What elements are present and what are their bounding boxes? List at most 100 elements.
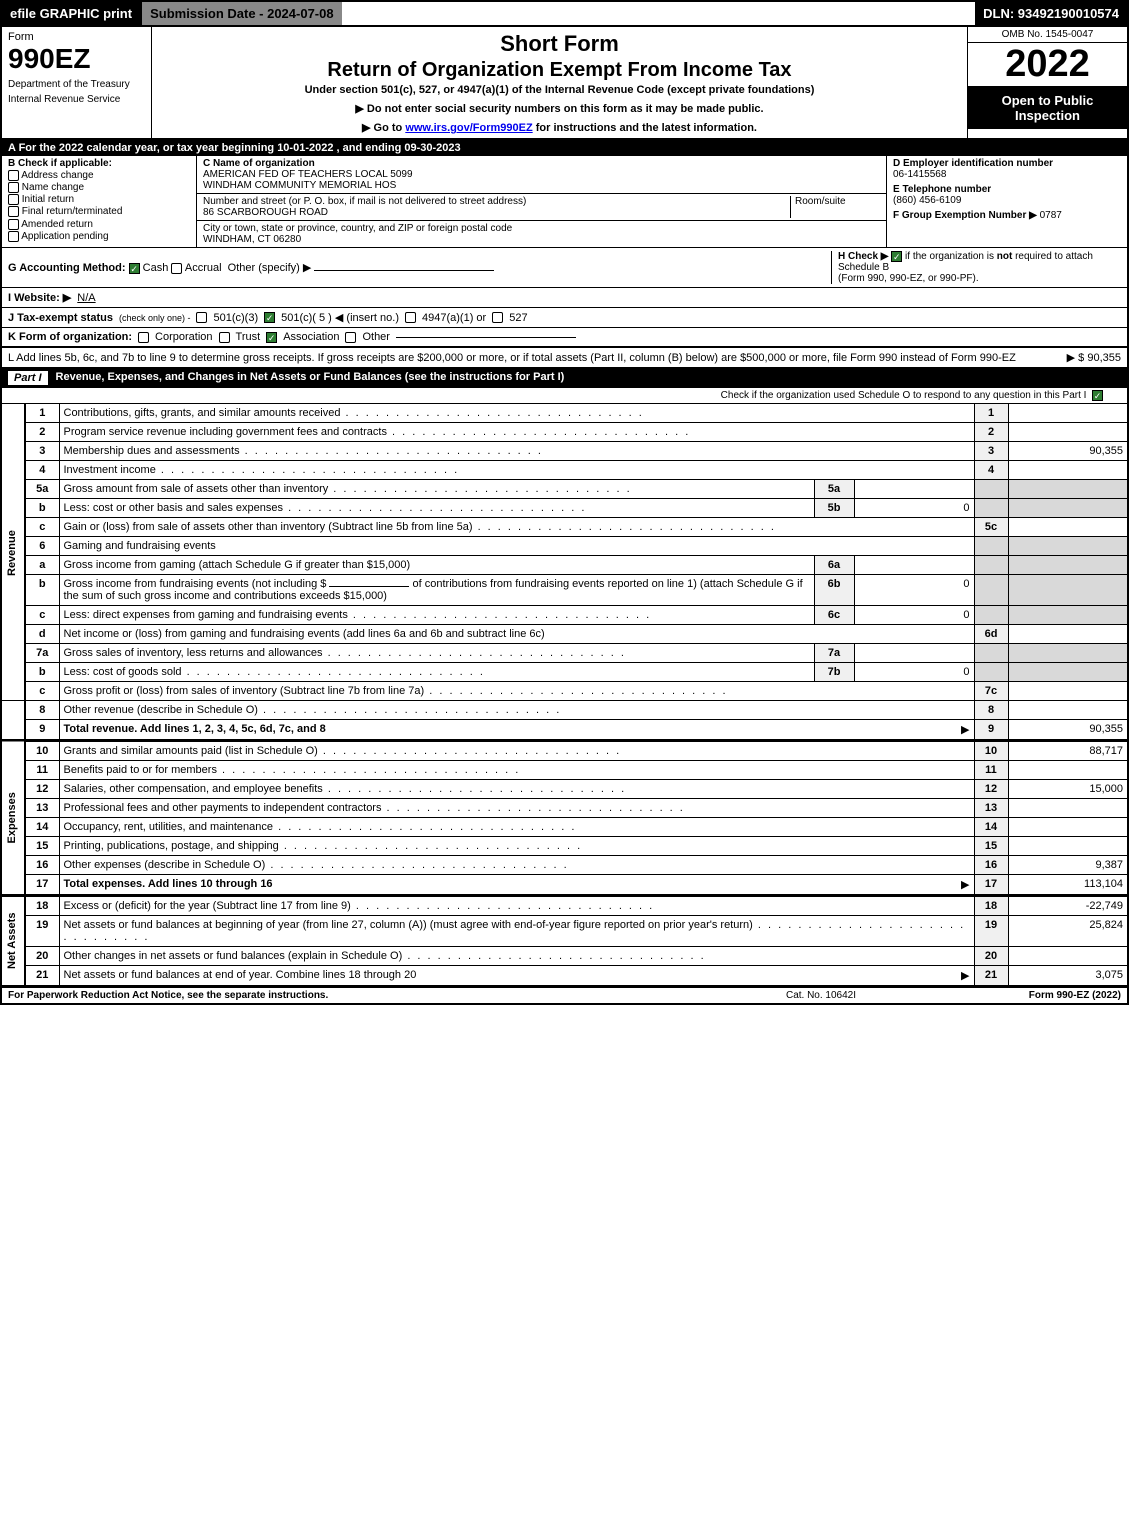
amount <box>1008 404 1128 423</box>
footer-formref: Form 990-EZ (2022) <box>921 990 1121 1001</box>
line-num: 18 <box>974 896 1008 916</box>
row-num: 1 <box>25 404 59 423</box>
row-desc: Gross income from gaming (attach Schedul… <box>59 556 814 575</box>
shaded-cell <box>1008 537 1128 556</box>
row-desc: Gross sales of inventory, less returns a… <box>64 647 626 659</box>
row-desc: Net assets or fund balances at end of ye… <box>64 969 417 981</box>
shaded-cell <box>1008 499 1128 518</box>
cb-initial-return[interactable]: Initial return <box>8 194 190 205</box>
row-desc: Printing, publications, postage, and shi… <box>64 840 583 852</box>
cb-4947[interactable] <box>405 312 416 323</box>
cb-address-change[interactable]: Address change <box>8 170 190 181</box>
row-desc: Gross profit or (loss) from sales of inv… <box>64 685 728 697</box>
cb-assoc[interactable]: ✓ <box>266 332 277 343</box>
h-text1: if the organization is <box>905 251 997 262</box>
row-num: 16 <box>25 856 59 875</box>
org-name-1: AMERICAN FED OF TEACHERS LOCAL 5099 <box>203 169 413 180</box>
instructions-note: ▶ Go to www.irs.gov/Form990EZ for instru… <box>160 121 959 134</box>
line-i: I Website: ▶ N/A <box>0 288 1129 308</box>
row-desc: Gain or (loss) from sale of assets other… <box>64 521 776 533</box>
opt-corp: Corporation <box>155 331 212 343</box>
line-l-text: L Add lines 5b, 6c, and 7b to line 9 to … <box>8 352 1016 364</box>
expenses-table: Expenses 10 Grants and similar amounts p… <box>0 740 1129 895</box>
header-right: OMB No. 1545-0047 2022 Open to Public In… <box>967 27 1127 138</box>
cb-schedule-o[interactable]: ✓ <box>1092 390 1103 401</box>
cb-final-return[interactable]: Final return/terminated <box>8 206 190 217</box>
cb-527[interactable] <box>492 312 503 323</box>
row-num: 12 <box>25 780 59 799</box>
info-block: B Check if applicable: Address change Na… <box>0 156 1129 248</box>
website-value: N/A <box>77 292 95 304</box>
efile-link[interactable]: efile GRAPHIC print <box>2 2 140 25</box>
amount: -22,749 <box>1008 896 1128 916</box>
cb-application-pending[interactable]: Application pending <box>8 231 190 242</box>
row-desc: Program service revenue including govern… <box>64 426 691 438</box>
row-desc: Membership dues and assessments <box>64 445 543 457</box>
row-desc: Net income or (loss) from gaming and fun… <box>59 625 974 644</box>
row-num: c <box>25 682 59 701</box>
part-i-num: Part I <box>8 371 48 385</box>
line-num: 21 <box>974 966 1008 987</box>
line-num: 2 <box>974 423 1008 442</box>
subtitle: Under section 501(c), 527, or 4947(a)(1)… <box>160 84 959 96</box>
row-num: 18 <box>25 896 59 916</box>
line-num: 17 <box>974 875 1008 895</box>
row-num: b <box>25 663 59 682</box>
cb-501c3[interactable] <box>196 312 207 323</box>
amount <box>1008 799 1128 818</box>
form-label: Form <box>8 31 145 43</box>
line-l-arrow: ▶ $ <box>1067 352 1085 364</box>
cb-amended-return[interactable]: Amended return <box>8 219 190 230</box>
line-num: 16 <box>974 856 1008 875</box>
shaded-cell <box>1008 644 1128 663</box>
row-desc: Gross amount from sale of assets other t… <box>64 483 632 495</box>
topbar: efile GRAPHIC print Submission Date - 20… <box>0 0 1129 27</box>
page-footer: For Paperwork Reduction Act Notice, see … <box>0 987 1129 1005</box>
amount: 90,355 <box>1008 442 1128 461</box>
cb-other[interactable] <box>345 332 356 343</box>
row-desc: Less: cost of goods sold <box>64 666 485 678</box>
arrow-icon: ▶ <box>961 878 969 891</box>
row-num: 4 <box>25 461 59 480</box>
opt-trust: Trust <box>236 331 261 343</box>
note2-pre: ▶ Go to <box>362 122 405 134</box>
row-num: 21 <box>25 966 59 987</box>
row-num: 13 <box>25 799 59 818</box>
row-desc: Gross income from fundraising events (no… <box>59 575 814 606</box>
sidebar-net-assets: Net Assets <box>1 896 25 986</box>
ssn-warning: ▶ Do not enter social security numbers o… <box>160 102 959 115</box>
cb-cash[interactable]: ✓ <box>129 263 140 274</box>
row-num: 15 <box>25 837 59 856</box>
omb-number: OMB No. 1545-0047 <box>968 27 1127 43</box>
sub-line-num: 7b <box>814 663 854 682</box>
row-num: 20 <box>25 947 59 966</box>
irs-link[interactable]: www.irs.gov/Form990EZ <box>405 122 532 134</box>
short-form-title: Short Form <box>160 31 959 57</box>
cb-corp[interactable] <box>138 332 149 343</box>
row-desc: Excess or (deficit) for the year (Subtra… <box>64 900 655 912</box>
cb-501c[interactable]: ✓ <box>264 312 275 323</box>
row-desc: Other changes in net assets or fund bala… <box>64 950 706 962</box>
row-desc: Total expenses. Add lines 10 through 16 <box>64 878 273 890</box>
shaded-cell <box>1008 556 1128 575</box>
sub-amount: 0 <box>854 606 974 625</box>
row-desc: Net assets or fund balances at beginning… <box>64 919 966 943</box>
shaded-cell <box>974 606 1008 625</box>
header-left: Form 990EZ Department of the Treasury In… <box>2 27 152 138</box>
sidebar-blank <box>1 701 25 740</box>
cb-h[interactable]: ✓ <box>891 251 902 262</box>
cb-name-change[interactable]: Name change <box>8 182 190 193</box>
cb-trust[interactable] <box>219 332 230 343</box>
row-num: 11 <box>25 761 59 780</box>
row-num: 5a <box>25 480 59 499</box>
sub-line-num: 6a <box>814 556 854 575</box>
telephone: (860) 456-6109 <box>893 195 961 206</box>
footer-paperwork: For Paperwork Reduction Act Notice, see … <box>8 990 721 1001</box>
sub-amount: 0 <box>854 663 974 682</box>
cb-accrual[interactable] <box>171 263 182 274</box>
amount <box>1008 761 1128 780</box>
street: 86 SCARBOROUGH ROAD <box>203 207 328 218</box>
cash-label: Cash <box>143 262 169 274</box>
line-num: 6d <box>974 625 1008 644</box>
line-num: 12 <box>974 780 1008 799</box>
